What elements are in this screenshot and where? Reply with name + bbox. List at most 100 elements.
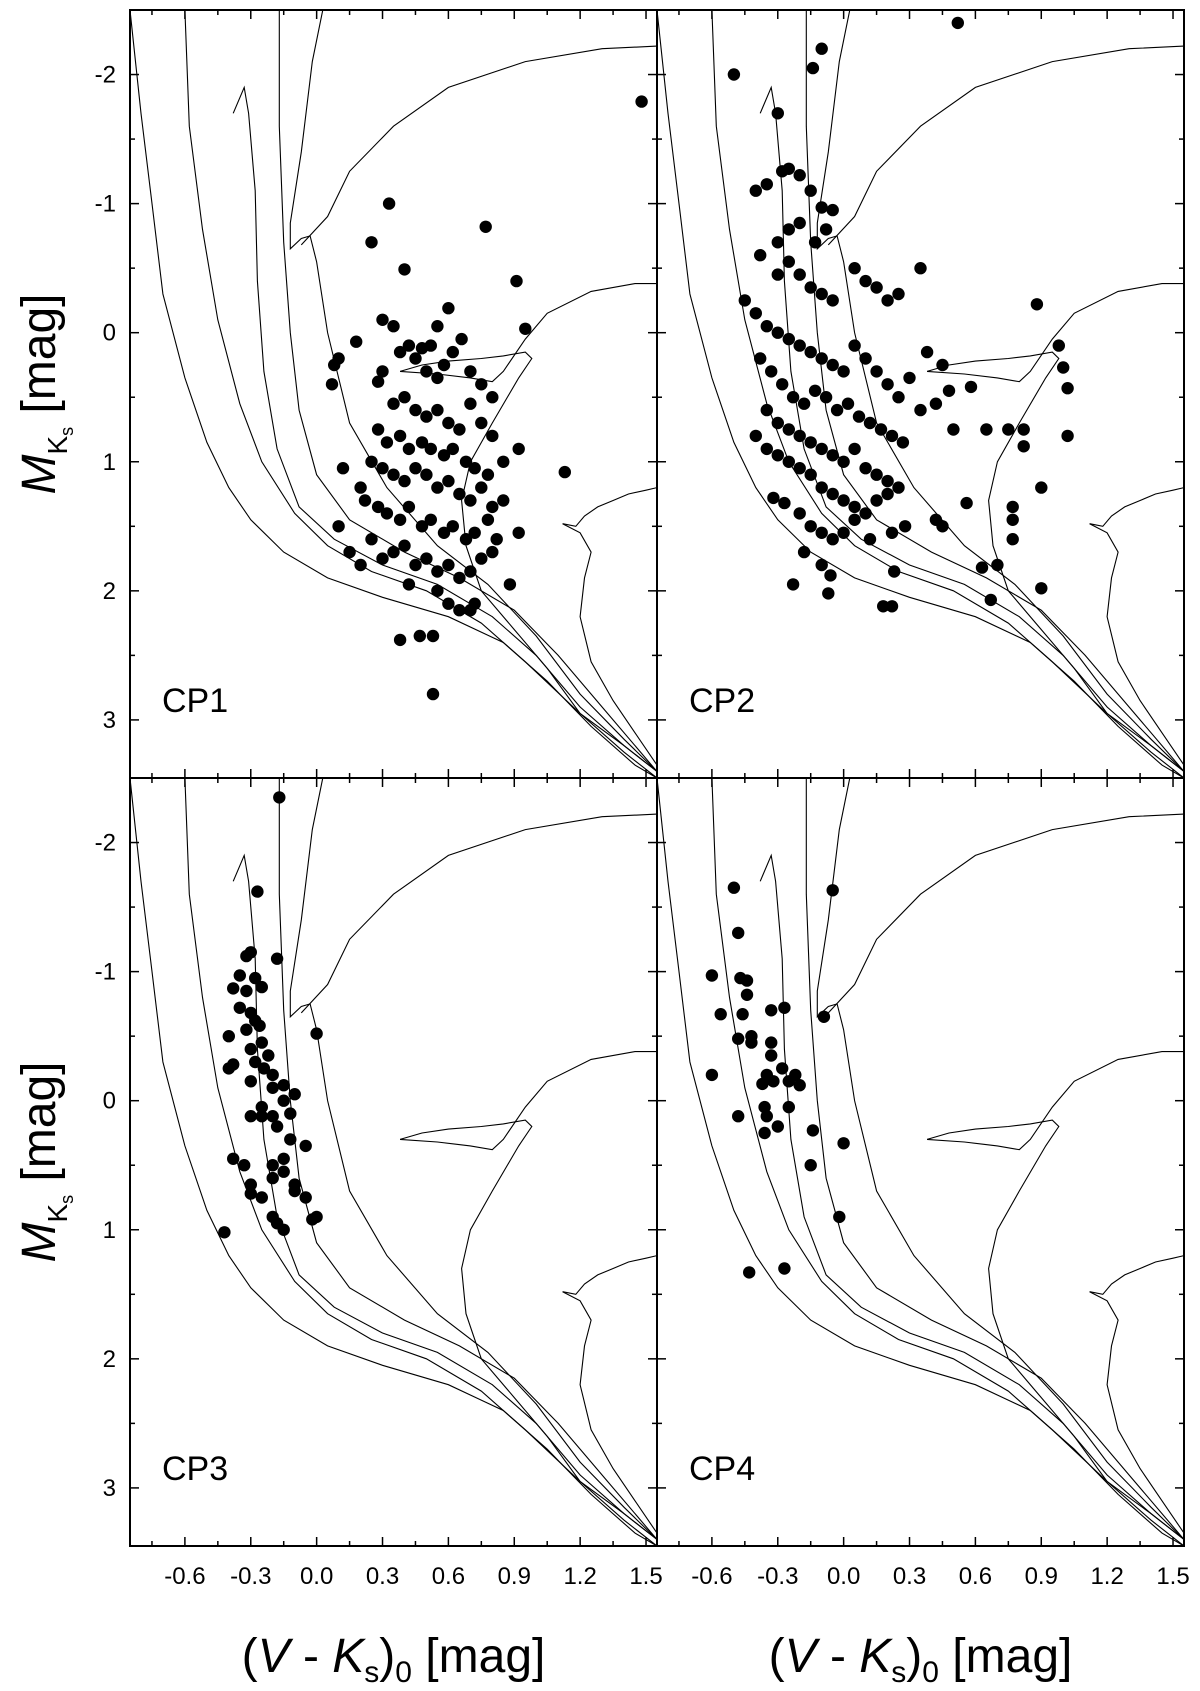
star-point <box>793 1079 806 1092</box>
star-point <box>453 571 466 585</box>
star-point <box>760 442 773 456</box>
isochrone-group <box>657 778 1184 1546</box>
star-point <box>424 339 437 352</box>
star-point <box>257 1062 271 1075</box>
star-point <box>863 416 877 430</box>
isochrone-curve <box>827 813 1184 1014</box>
star-point <box>420 552 433 565</box>
x-tick-label: 0.3 <box>366 1563 399 1590</box>
star-point <box>892 287 905 301</box>
star-point <box>920 345 934 359</box>
x-tick-label: -0.3 <box>757 1563 798 1590</box>
y-tick-label: 2 <box>103 578 116 605</box>
star-points <box>218 791 323 1239</box>
panel-label: CP4 <box>689 1450 755 1488</box>
star-point <box>468 526 481 539</box>
star-point <box>929 397 943 410</box>
star-point <box>1017 423 1030 436</box>
star-point <box>358 494 372 507</box>
star-point <box>903 371 916 385</box>
star-point <box>490 533 503 546</box>
star-point <box>870 468 883 481</box>
star-point <box>350 335 363 348</box>
isochrone-curve <box>816 10 1184 772</box>
x-tick-label: 1.5 <box>629 1563 662 1590</box>
star-point <box>468 462 481 475</box>
star-point <box>442 474 455 488</box>
isochrone-curve <box>562 1291 657 1534</box>
star-point <box>431 481 444 494</box>
star-point <box>402 442 416 456</box>
star-point <box>299 1139 312 1153</box>
star-point <box>233 969 246 982</box>
star-point <box>266 1068 279 1082</box>
star-point <box>519 322 532 335</box>
isochrone-curve <box>300 45 657 246</box>
star-point <box>332 520 345 533</box>
star-point <box>284 1133 297 1146</box>
star-point <box>240 984 253 998</box>
star-point <box>776 165 789 178</box>
star-point <box>1057 361 1070 374</box>
star-point <box>475 416 488 430</box>
star-point <box>1002 423 1015 436</box>
isochrone-curve <box>926 1119 1184 1540</box>
star-point <box>975 561 989 574</box>
star-point <box>881 294 894 307</box>
star-point <box>732 926 745 940</box>
isochrone-curve <box>289 778 657 1540</box>
star-point <box>767 491 780 505</box>
star-point <box>881 474 894 488</box>
star-point <box>376 552 389 565</box>
panel-frame <box>656 9 1185 779</box>
star-point <box>804 281 817 294</box>
star-point <box>431 320 444 333</box>
star-point <box>442 597 455 610</box>
star-point <box>782 423 795 436</box>
isochrone-curve <box>184 778 657 1546</box>
star-point <box>765 1049 778 1062</box>
star-point <box>277 1165 290 1178</box>
star-point <box>398 263 411 276</box>
isochrone-curve <box>400 283 657 383</box>
star-point <box>914 403 927 417</box>
panel-frame <box>129 777 658 1547</box>
star-point <box>277 1223 290 1237</box>
x-tick-label: 0.6 <box>959 1563 992 1590</box>
x-axis-title: (V - Ks)0 [mag] <box>769 1630 1073 1689</box>
isochrone-group <box>657 10 1184 778</box>
isochrone-curve <box>562 487 657 527</box>
star-point <box>503 578 517 591</box>
star-point <box>745 1036 758 1049</box>
star-point <box>481 513 495 526</box>
isochrone-curve <box>816 778 1184 1540</box>
star-point <box>782 332 795 346</box>
isochrone-curve <box>399 351 657 772</box>
y-axes-group: -2 -1 0 1 2 3 -2 -1 0 1 2 3 <box>95 62 116 1502</box>
star-point <box>365 455 378 468</box>
x-axes-group: -0.6 -0.3 0.0 0.3 0.6 0.9 1.2 1.5 -0.6 -0.3 0.0 0.3… <box>164 1563 1189 1590</box>
star-point <box>754 249 767 262</box>
star-point <box>767 1075 780 1088</box>
star-point <box>826 487 839 501</box>
star-point <box>819 391 833 404</box>
star-point <box>251 885 264 898</box>
star-point <box>749 429 762 443</box>
isochrone-curve <box>1089 487 1184 527</box>
star-point <box>240 949 253 963</box>
star-point <box>806 1124 820 1137</box>
star-point <box>760 403 773 417</box>
isochrone-curve <box>759 853 1184 1540</box>
isochrone-curve <box>805 10 1184 772</box>
star-point <box>1030 298 1044 311</box>
star-point <box>227 1152 240 1166</box>
y-tick-label: 1 <box>103 449 116 476</box>
star-point <box>249 971 262 985</box>
star-point <box>793 462 806 475</box>
isochrone-curve <box>657 10 1184 778</box>
star-point <box>244 1187 257 1200</box>
isochrone-curve <box>1089 523 1184 766</box>
star-point <box>870 494 883 507</box>
star-point <box>310 1210 323 1224</box>
star-point <box>885 526 899 539</box>
